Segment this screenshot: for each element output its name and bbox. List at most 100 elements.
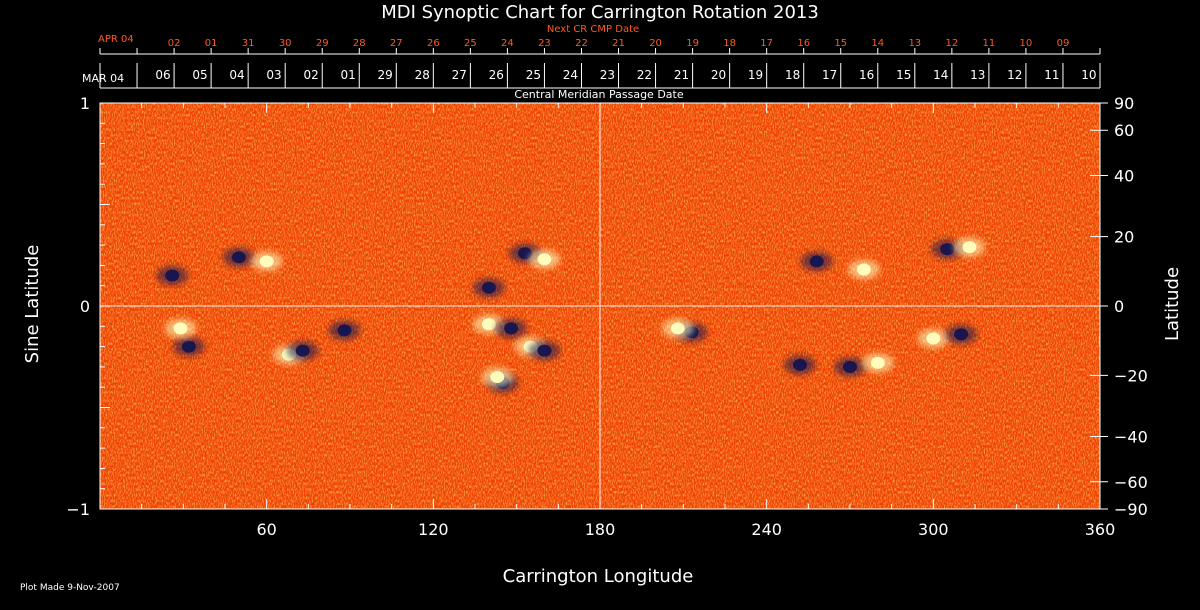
- next-cr-date-label: 10: [1020, 38, 1033, 49]
- cmp-axis-label: Central Meridian Passage Date: [514, 88, 683, 101]
- next-cr-date-label: 28: [353, 38, 366, 49]
- negative-region: [518, 247, 532, 260]
- cmp-date-label: 17: [822, 68, 837, 82]
- cmp-date-label: 21: [674, 68, 689, 82]
- next-cr-date-label: 23: [538, 38, 551, 49]
- positive-region: [537, 253, 552, 266]
- cmp-date-label: 29: [378, 68, 393, 82]
- y-axis-left: 1 0 −1: [66, 94, 110, 519]
- cmp-date-axis: 06 05 04 03 02 01 29 28 27 26 25 24 23 22 21 20 19 18 17 16…: [99, 63, 1101, 89]
- cmp-date-label: 24: [563, 68, 578, 82]
- cmp-date-label: 23: [600, 68, 615, 82]
- y-tick-label-right: 40: [1114, 167, 1134, 186]
- negative-region: [843, 360, 857, 373]
- y-tick-label-left: −1: [66, 500, 90, 519]
- negative-region: [481, 281, 496, 294]
- cmp-date-label: 04: [229, 68, 244, 82]
- negative-region: [295, 344, 310, 357]
- cmp-date-label: 26: [489, 68, 504, 82]
- next-cr-date-label: 17: [760, 38, 773, 49]
- cmp-date-label: 27: [452, 68, 467, 82]
- next-cr-start-label: APR 04: [98, 34, 134, 45]
- chart-title: MDI Synoptic Chart for Carrington Rotati…: [381, 2, 819, 23]
- next-cr-date-label: 20: [649, 38, 662, 49]
- next-cr-date-label: 19: [686, 38, 699, 49]
- next-cr-date-label: 16: [797, 38, 810, 49]
- positive-region: [481, 318, 496, 331]
- cmp-start-label: MAR 04: [82, 72, 124, 85]
- x-tick-label: 60: [256, 520, 276, 539]
- next-cr-date-label: 02: [168, 38, 181, 49]
- cmp-date-label: 13: [970, 68, 985, 82]
- negative-region: [165, 269, 180, 282]
- negative-region: [793, 358, 807, 371]
- next-cr-date-label: 09: [1057, 38, 1070, 49]
- y-axis-left-label: Sine Latitude: [22, 245, 43, 364]
- cmp-date-label: 19: [748, 68, 763, 82]
- positive-region: [259, 255, 274, 268]
- next-cr-date-label: 22: [575, 38, 588, 49]
- y-tick-label-right: −20: [1114, 366, 1148, 385]
- cmp-date-label: 10: [1081, 68, 1096, 82]
- cmp-date-label: 02: [303, 68, 318, 82]
- x-tick-label: 360: [1085, 520, 1116, 539]
- next-cr-date-label: 27: [390, 38, 403, 49]
- positive-region: [173, 322, 188, 335]
- cmp-date-label: 01: [341, 68, 356, 82]
- next-cr-date-label: 01: [205, 38, 218, 49]
- next-cr-date-label: 31: [242, 38, 255, 49]
- next-cr-date-label: 24: [501, 38, 514, 49]
- cmp-date-label: 20: [711, 68, 726, 82]
- cmp-date-label: 28: [415, 68, 430, 82]
- next-cr-date-axis: 02 01 31 30 29 28 27 26 25 24 23 22 21 20 19 18 17 16 15 14…: [99, 38, 1101, 54]
- cmp-date-label: 22: [637, 68, 652, 82]
- positive-region: [962, 241, 977, 254]
- cmp-date-label: 06: [155, 68, 170, 82]
- cmp-date-label: 14: [933, 68, 948, 82]
- cmp-date-label: 11: [1044, 68, 1059, 82]
- negative-region: [940, 243, 955, 256]
- cmp-date-label: 05: [192, 68, 207, 82]
- next-cr-date-label: 29: [316, 38, 329, 49]
- positive-region: [670, 322, 685, 335]
- next-cr-date-label: 26: [427, 38, 440, 49]
- negative-region: [954, 328, 969, 341]
- cmp-date-label: 16: [859, 68, 874, 82]
- y-tick-label-right: 60: [1114, 121, 1134, 140]
- next-cr-date-label: 25: [464, 38, 477, 49]
- negative-region: [809, 255, 824, 268]
- next-cr-date-label: 11: [983, 38, 996, 49]
- x-tick-label: 120: [418, 520, 449, 539]
- cmp-date-label: 25: [526, 68, 541, 82]
- negative-region: [537, 344, 552, 357]
- next-cr-date-label: 14: [871, 38, 884, 49]
- x-tick-label: 180: [585, 520, 616, 539]
- next-cr-date-label: 21: [612, 38, 625, 49]
- next-cr-date-label: 30: [279, 38, 292, 49]
- y-tick-label-left: 1: [80, 94, 90, 113]
- y-tick-label-right: 0: [1114, 297, 1124, 316]
- y-tick-label-right: 20: [1114, 228, 1134, 247]
- y-axis-right: 90 60 40 20 0 −20 −40 −60 −90: [1090, 94, 1148, 519]
- negative-region: [181, 340, 196, 353]
- active-regions: [156, 237, 986, 394]
- negative-region: [504, 322, 519, 335]
- cmp-date-label: 18: [785, 68, 800, 82]
- next-cr-date-label: 18: [723, 38, 736, 49]
- y-axis-right-label: Latitude: [1162, 267, 1183, 341]
- negative-region: [337, 324, 352, 337]
- cmp-date-label: 12: [1007, 68, 1022, 82]
- next-cr-date-label: 13: [908, 38, 921, 49]
- cmp-date-label: 03: [266, 68, 281, 82]
- x-axis-label: Carrington Longitude: [503, 566, 694, 587]
- cmp-date-label: 15: [896, 68, 911, 82]
- positive-region: [926, 332, 941, 345]
- y-tick-label-right: −40: [1114, 427, 1148, 446]
- x-tick-label: 240: [751, 520, 782, 539]
- y-tick-label-right: −60: [1114, 473, 1148, 492]
- x-tick-label: 300: [918, 520, 949, 539]
- positive-region: [856, 263, 871, 276]
- x-axis: 60 120 180 240 300 360: [99, 103, 1116, 539]
- next-cr-date-label: 15: [834, 38, 847, 49]
